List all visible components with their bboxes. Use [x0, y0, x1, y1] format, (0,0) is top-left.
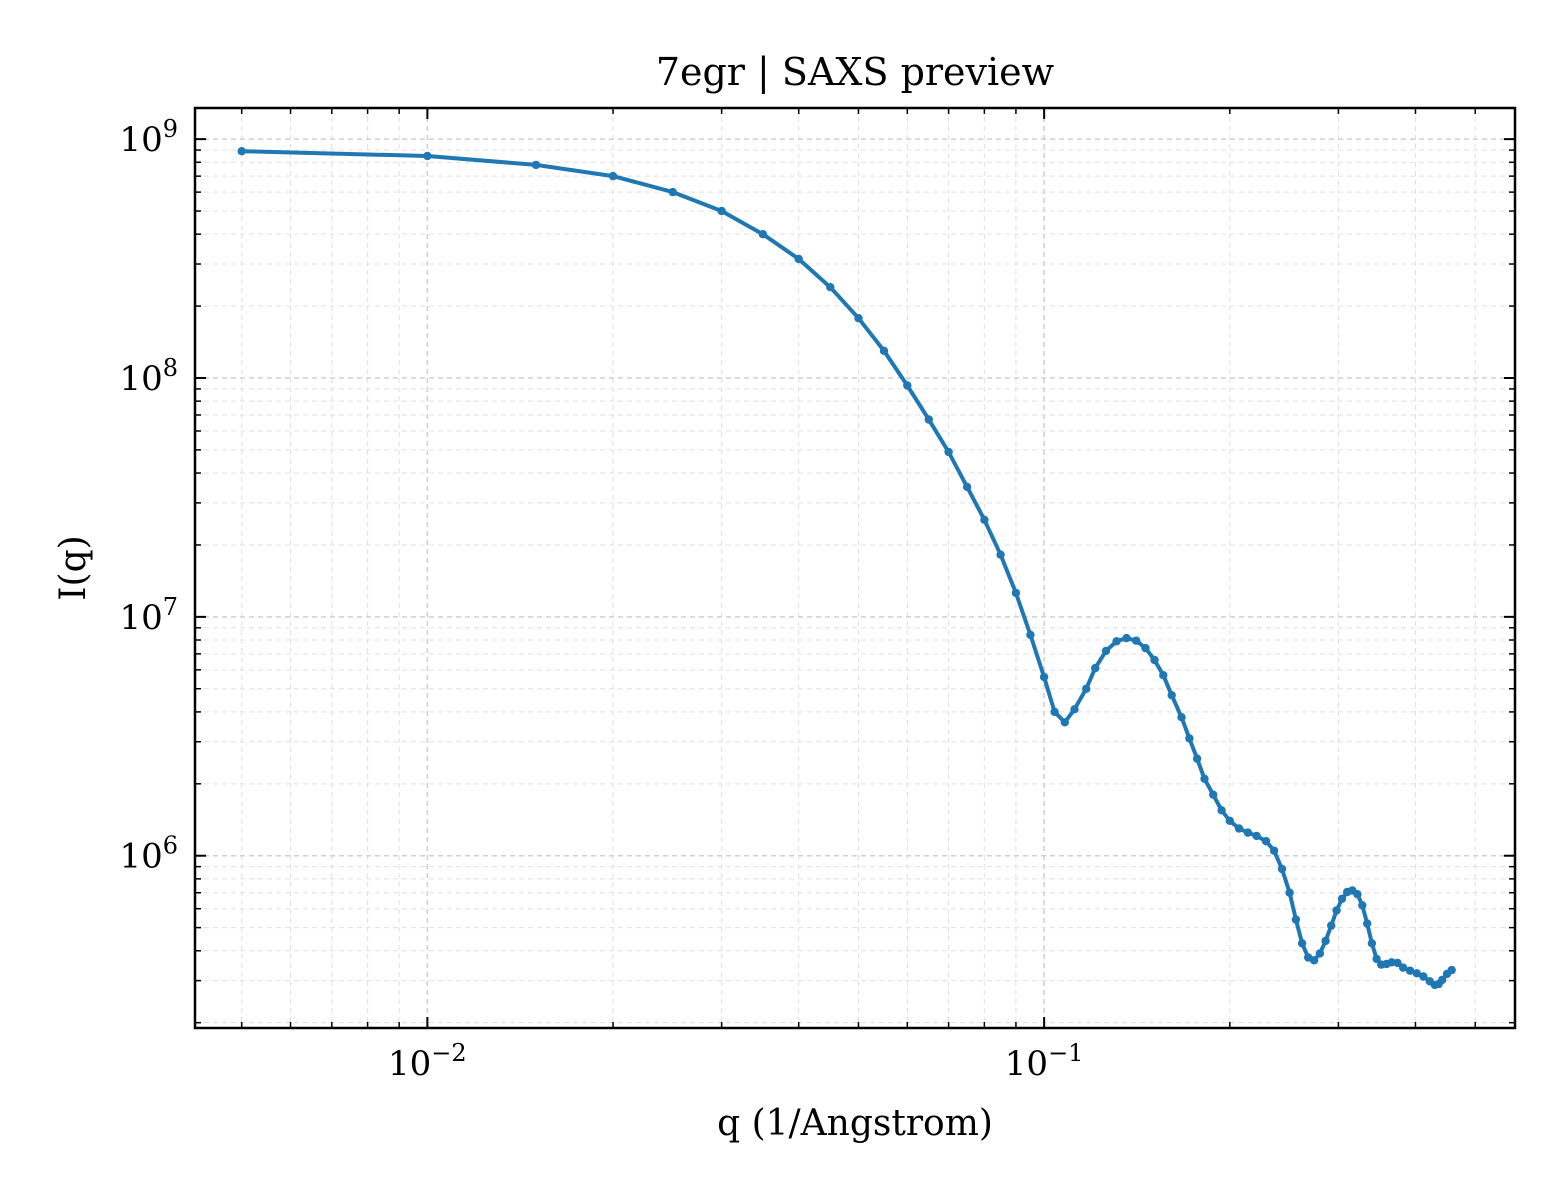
x-tick-label: 10−2: [388, 1039, 467, 1084]
data-point: [608, 171, 618, 181]
data-point: [668, 187, 677, 197]
data-point: [1039, 672, 1049, 682]
data-point: [1337, 894, 1347, 903]
data-point: [1327, 921, 1336, 930]
data-point: [1192, 754, 1202, 763]
data-point: [1285, 888, 1294, 897]
data-point: [980, 515, 989, 524]
data-point: [1291, 915, 1301, 924]
data-point: [1393, 958, 1402, 968]
x-tick-label: 10−1: [1005, 1039, 1084, 1084]
data-point: [423, 151, 432, 161]
data-point: [1234, 824, 1244, 833]
data-point: [1050, 707, 1059, 717]
data-point: [1419, 972, 1428, 981]
data-point: [1309, 956, 1319, 965]
data-point: [1261, 837, 1271, 846]
data-point: [1398, 963, 1408, 972]
data-point: [903, 381, 912, 390]
y-tick-label: 107: [119, 593, 178, 638]
data-point: [1297, 939, 1307, 948]
data-point: [717, 206, 726, 216]
data-point: [1225, 816, 1235, 825]
data-point: [1252, 831, 1261, 841]
data-point: [758, 230, 768, 239]
data-point: [1091, 663, 1100, 673]
plot-frame: [193, 106, 1517, 1030]
data-point: [1353, 890, 1362, 899]
data-point: [924, 415, 933, 424]
data-point: [1372, 954, 1381, 964]
data-point: [854, 314, 863, 323]
y-tick-label: 108: [119, 354, 178, 399]
data-point: [1217, 806, 1226, 815]
data-point: [1185, 734, 1194, 743]
data-point: [879, 346, 889, 355]
data-point: [1200, 774, 1209, 783]
data-series: [237, 147, 1456, 990]
data-point: [1447, 965, 1456, 975]
data-point: [1321, 936, 1330, 946]
data-point: [237, 147, 246, 156]
data-point: [1060, 718, 1070, 727]
data-point: [1412, 969, 1422, 978]
y-tick-label: 109: [119, 115, 178, 160]
data-point: [1367, 939, 1377, 948]
data-point: [1438, 975, 1447, 985]
data-point: [1358, 901, 1367, 910]
data-point: [794, 254, 803, 264]
data-point: [1167, 691, 1176, 700]
tick-labels: 10−2 10−1 106 107 108 109: [119, 115, 1083, 1084]
data-point: [1243, 828, 1253, 837]
data-point: [1026, 630, 1035, 640]
data-point: [1011, 588, 1021, 598]
data-point: [1332, 906, 1341, 915]
data-point: [1101, 646, 1111, 656]
data-point: [1070, 705, 1079, 714]
data-point: [1269, 846, 1279, 855]
data-point: [944, 447, 953, 457]
data-point: [1177, 713, 1186, 722]
data-point: [1132, 636, 1141, 645]
data-point: [1082, 684, 1091, 693]
data-point: [1277, 864, 1287, 874]
data-point: [1141, 643, 1150, 653]
data-point: [826, 283, 835, 292]
data-point: [1405, 966, 1415, 975]
data-point: [1159, 671, 1168, 680]
data-point: [1209, 790, 1218, 799]
x-axis-label: q (1/Angstrom): [717, 1103, 993, 1144]
y-tick-label: 106: [119, 832, 178, 877]
data-point: [1150, 655, 1159, 665]
data-point: [996, 550, 1005, 559]
data-point: [1363, 919, 1372, 928]
data-point: [1122, 633, 1131, 643]
data-point: [1112, 637, 1121, 646]
chart-title: 7egr | SAXS preview: [656, 50, 1055, 94]
data-point: [531, 160, 541, 170]
grid-lines: [195, 108, 1515, 1028]
data-point: [1315, 949, 1325, 958]
y-axis-label: I(q): [53, 535, 94, 600]
data-point: [962, 482, 972, 492]
